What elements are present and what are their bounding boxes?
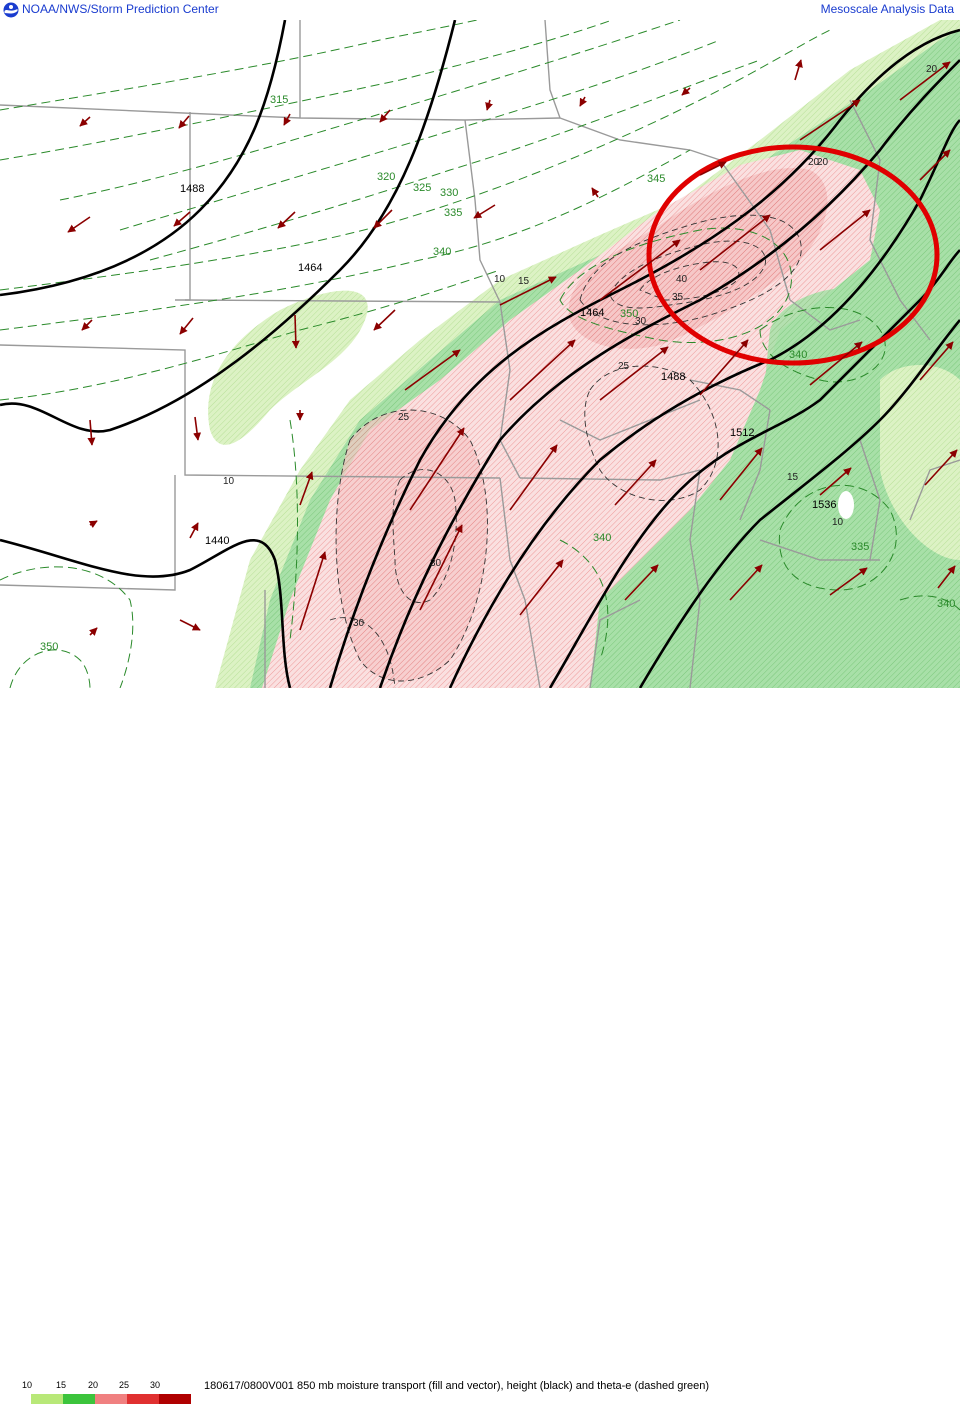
height-contours: [0, 19, 960, 688]
moisture-label: 30: [635, 316, 647, 327]
height-contour-1512: [448, 119, 960, 688]
theta-e-label: 345: [647, 173, 665, 185]
theta-e-label: 340: [433, 246, 451, 258]
fill-light-east: [880, 365, 960, 560]
legend-swatch: [31, 1394, 63, 1404]
height-contour-1536: [548, 249, 960, 688]
color-legend: 10 15 20 25 30: [0, 1380, 200, 1408]
theta-e-labels: 315 320 325 330 335 340 345 350 340 340 …: [40, 94, 955, 653]
theta-e-label: 330: [440, 187, 458, 199]
height-contour-1488-east: [378, 59, 960, 688]
theta-e-label: 325: [413, 182, 431, 194]
moisture-vectors: [67, 59, 958, 636]
height-label: 1464: [298, 262, 322, 274]
legend-swatch: [159, 1394, 191, 1404]
moisture-label: 15: [787, 472, 799, 483]
legend-label: 10: [22, 1380, 33, 1390]
fill-white-hole: [838, 491, 854, 519]
theta-e-label: 320: [377, 171, 395, 183]
state-boundaries: [0, 19, 960, 688]
theta-e-label: 340: [937, 598, 955, 610]
height-label: 1488: [180, 183, 204, 195]
height-labels: 1488 1464 1440 1464 1488 1512 1536: [180, 183, 836, 547]
theta-e-label: 350: [620, 308, 638, 320]
moisture-label: 20: [808, 157, 820, 168]
legend-label: 30: [150, 1380, 161, 1390]
theta-e-label: 335: [444, 207, 462, 219]
moisture-label: 10: [223, 476, 235, 487]
header-subtitle[interactable]: Mesoscale Analysis Data: [820, 2, 954, 16]
moisture-labels: 10 15 20 25 30 35 40 25 30 30 10 15 10 2…: [223, 64, 938, 629]
legend-swatch: [63, 1394, 95, 1404]
legend-label: 20: [88, 1380, 99, 1390]
moisture-label: 20: [817, 157, 829, 168]
moisture-label: 25: [618, 361, 630, 372]
moisture-label: 15: [518, 276, 530, 287]
moisture-label: 10: [832, 517, 844, 528]
footer-bar: 10 15 20 25 30 180617/0800V001 850 mb mo…: [0, 688, 960, 1404]
height-contour-1488-west: [0, 19, 287, 297]
moisture-label: 25: [398, 412, 410, 423]
moisture-label: 30: [430, 558, 442, 569]
height-label: 1440: [205, 535, 229, 547]
moisture-contours: [329, 214, 802, 688]
header-bar: NOAA/NWS/Storm Prediction Center Mesosca…: [0, 0, 960, 20]
height-label: 1536: [812, 499, 836, 511]
legend-label: 25: [119, 1380, 130, 1390]
map-caption: 180617/0800V001 850 mb moisture transpor…: [204, 1380, 710, 1392]
theta-e-label: 315: [270, 94, 288, 106]
moisture-label: 20: [926, 64, 938, 75]
height-contour-1464-east: [328, 28, 960, 688]
fill-pink-core: [568, 168, 828, 349]
moisture-label: 30: [353, 618, 365, 629]
height-label: 1488: [661, 371, 685, 383]
height-contour-1464-west: [0, 19, 457, 433]
moisture-label: 40: [676, 274, 688, 285]
theta-e-label: 335: [851, 541, 869, 553]
header-title[interactable]: NOAA/NWS/Storm Prediction Center: [22, 2, 219, 16]
legend-label: 15: [56, 1380, 67, 1390]
mesoscale-map: 1488 1464 1440 1464 1488 1512 1536 315 3…: [0, 0, 960, 688]
highlight-circle: [646, 144, 940, 366]
noaa-logo-icon: [3, 2, 19, 18]
height-label: 1464: [580, 307, 604, 319]
height-label: 1512: [730, 427, 754, 439]
theta-e-label: 340: [593, 532, 611, 544]
legend-swatch: [127, 1394, 159, 1404]
fill-light-green-patch: [208, 290, 368, 445]
moisture-label: 35: [672, 292, 684, 303]
height-contour-1560: [638, 319, 960, 688]
moisture-label: 10: [494, 274, 506, 285]
theta-e-label: 350: [40, 641, 58, 653]
theta-e-label: 340: [789, 349, 807, 361]
legend-swatch: [95, 1394, 127, 1404]
height-contour-1440: [0, 538, 292, 688]
